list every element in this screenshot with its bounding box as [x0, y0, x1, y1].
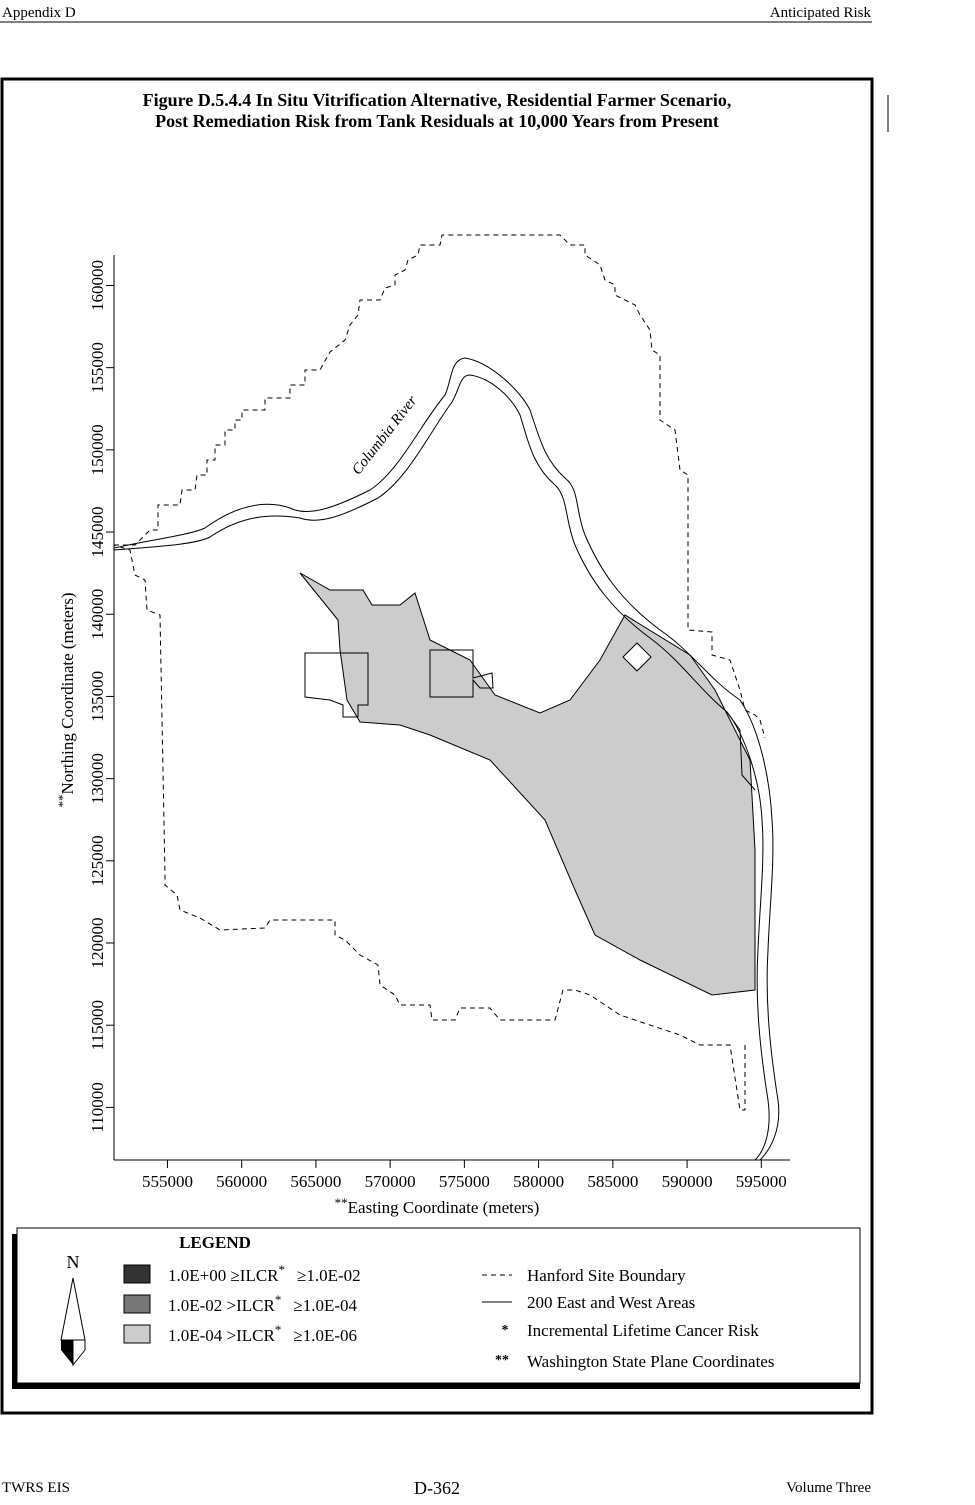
legend-mark: * [279, 1262, 286, 1277]
legend-tail: ≥1.0E-02 [297, 1266, 361, 1285]
legend-mark: * [275, 1292, 282, 1307]
site-boundary [114, 234, 766, 739]
legend-star: ** [495, 1353, 509, 1368]
y-tick-label: 130000 [88, 753, 107, 804]
x-axis-title: Easting Coordinate (meters) [348, 1198, 540, 1217]
y-tick-label: 115000 [88, 1000, 107, 1050]
legend-text: Washington State Plane Coordinates [527, 1352, 774, 1371]
risk-area [299, 572, 756, 996]
x-tick-label: 565000 [290, 1172, 341, 1191]
x-tick-label: 555000 [142, 1172, 193, 1191]
y-tick-label: 110000 [88, 1082, 107, 1132]
y-tick-label: 145000 [88, 507, 107, 558]
header-right: Anticipated Risk [770, 5, 872, 21]
legend-lead: 1.0E+00 ≥ILCR [168, 1266, 279, 1285]
legend-text: Incremental Lifetime Cancer Risk [527, 1321, 759, 1340]
diamond [622, 642, 652, 672]
legend-tail: ≥1.0E-06 [293, 1326, 357, 1345]
north-label: N [67, 1252, 80, 1272]
north-arrow [61, 1340, 73, 1365]
map [113, 234, 780, 1161]
x-tick-label: 570000 [365, 1172, 416, 1191]
y-tick-label: 125000 [88, 835, 107, 886]
legend-swatch [123, 1324, 151, 1344]
footer-center: D-362 [414, 1478, 460, 1498]
header-left: Appendix D [2, 5, 76, 21]
y-axis-label: **Northing Coordinate (meters) [55, 592, 77, 807]
legend-swatch [123, 1264, 151, 1284]
x-tick-label: 575000 [439, 1172, 490, 1191]
figure-title: Figure D.5.4.4 In Situ Vitrification Alt… [143, 90, 732, 110]
footer-right: Volume Three [786, 1480, 871, 1496]
river [113, 374, 770, 1161]
legend-text: 200 East and West Areas [527, 1293, 695, 1312]
y-tick-label: 135000 [88, 671, 107, 722]
y-axis-mark: ** [55, 795, 70, 808]
east-west-area [429, 649, 494, 698]
legend-mark: * [275, 1322, 282, 1337]
legend-range: 1.0E-02 >ILCR* ≥1.0E-04 [168, 1292, 357, 1315]
site-boundary [113, 544, 746, 1111]
y-tick-label: 150000 [88, 424, 107, 475]
x-tick-label: 585000 [587, 1172, 638, 1191]
y-axis-title: Northing Coordinate (meters) [58, 592, 77, 794]
legend-box [16, 1227, 861, 1384]
legend-tail: ≥1.0E-04 [293, 1296, 357, 1315]
legend-lead: 1.0E-04 >ILCR [168, 1326, 276, 1345]
x-tick-label: 580000 [513, 1172, 564, 1191]
y-tick-label: 155000 [88, 342, 107, 393]
figure-title: Post Remediation Risk from Tank Residual… [155, 111, 719, 131]
x-tick-label: 590000 [662, 1172, 713, 1191]
legend-range: 1.0E-04 >ILCR* ≥1.0E-06 [168, 1322, 357, 1345]
legend-star: * [502, 1323, 509, 1338]
y-tick-label: 140000 [88, 589, 107, 640]
legend-title: LEGEND [179, 1233, 251, 1252]
east-west-area [304, 652, 369, 718]
footer-left: TWRS EIS [2, 1480, 70, 1496]
legend: 1.0E+00 ≥ILCR* ≥1.0E-021.0E-02 >ILCR* ≥1.0… [123, 1262, 361, 1345]
y-tick-label: 160000 [88, 260, 107, 311]
river [113, 357, 780, 1161]
figure-frame [0, 77, 874, 1415]
x-tick-label: 595000 [736, 1172, 787, 1191]
y-tick-label: 120000 [88, 918, 107, 969]
x-tick-label: 560000 [216, 1172, 267, 1191]
legend-swatch [123, 1294, 151, 1314]
x-axis-mark: ** [335, 1195, 348, 1210]
x-axis-label: **Easting Coordinate (meters) [335, 1195, 540, 1217]
legend-lead: 1.0E-02 >ILCR [168, 1296, 276, 1315]
ticks: 555000 560000 565000 570000 575000 580000 5850… [88, 260, 787, 1191]
east-west-area [726, 711, 756, 791]
legend-text: Hanford Site Boundary [527, 1266, 686, 1285]
legend-range: 1.0E+00 ≥ILCR* ≥1.0E-02 [168, 1262, 361, 1285]
north-arrow [72, 1339, 86, 1367]
